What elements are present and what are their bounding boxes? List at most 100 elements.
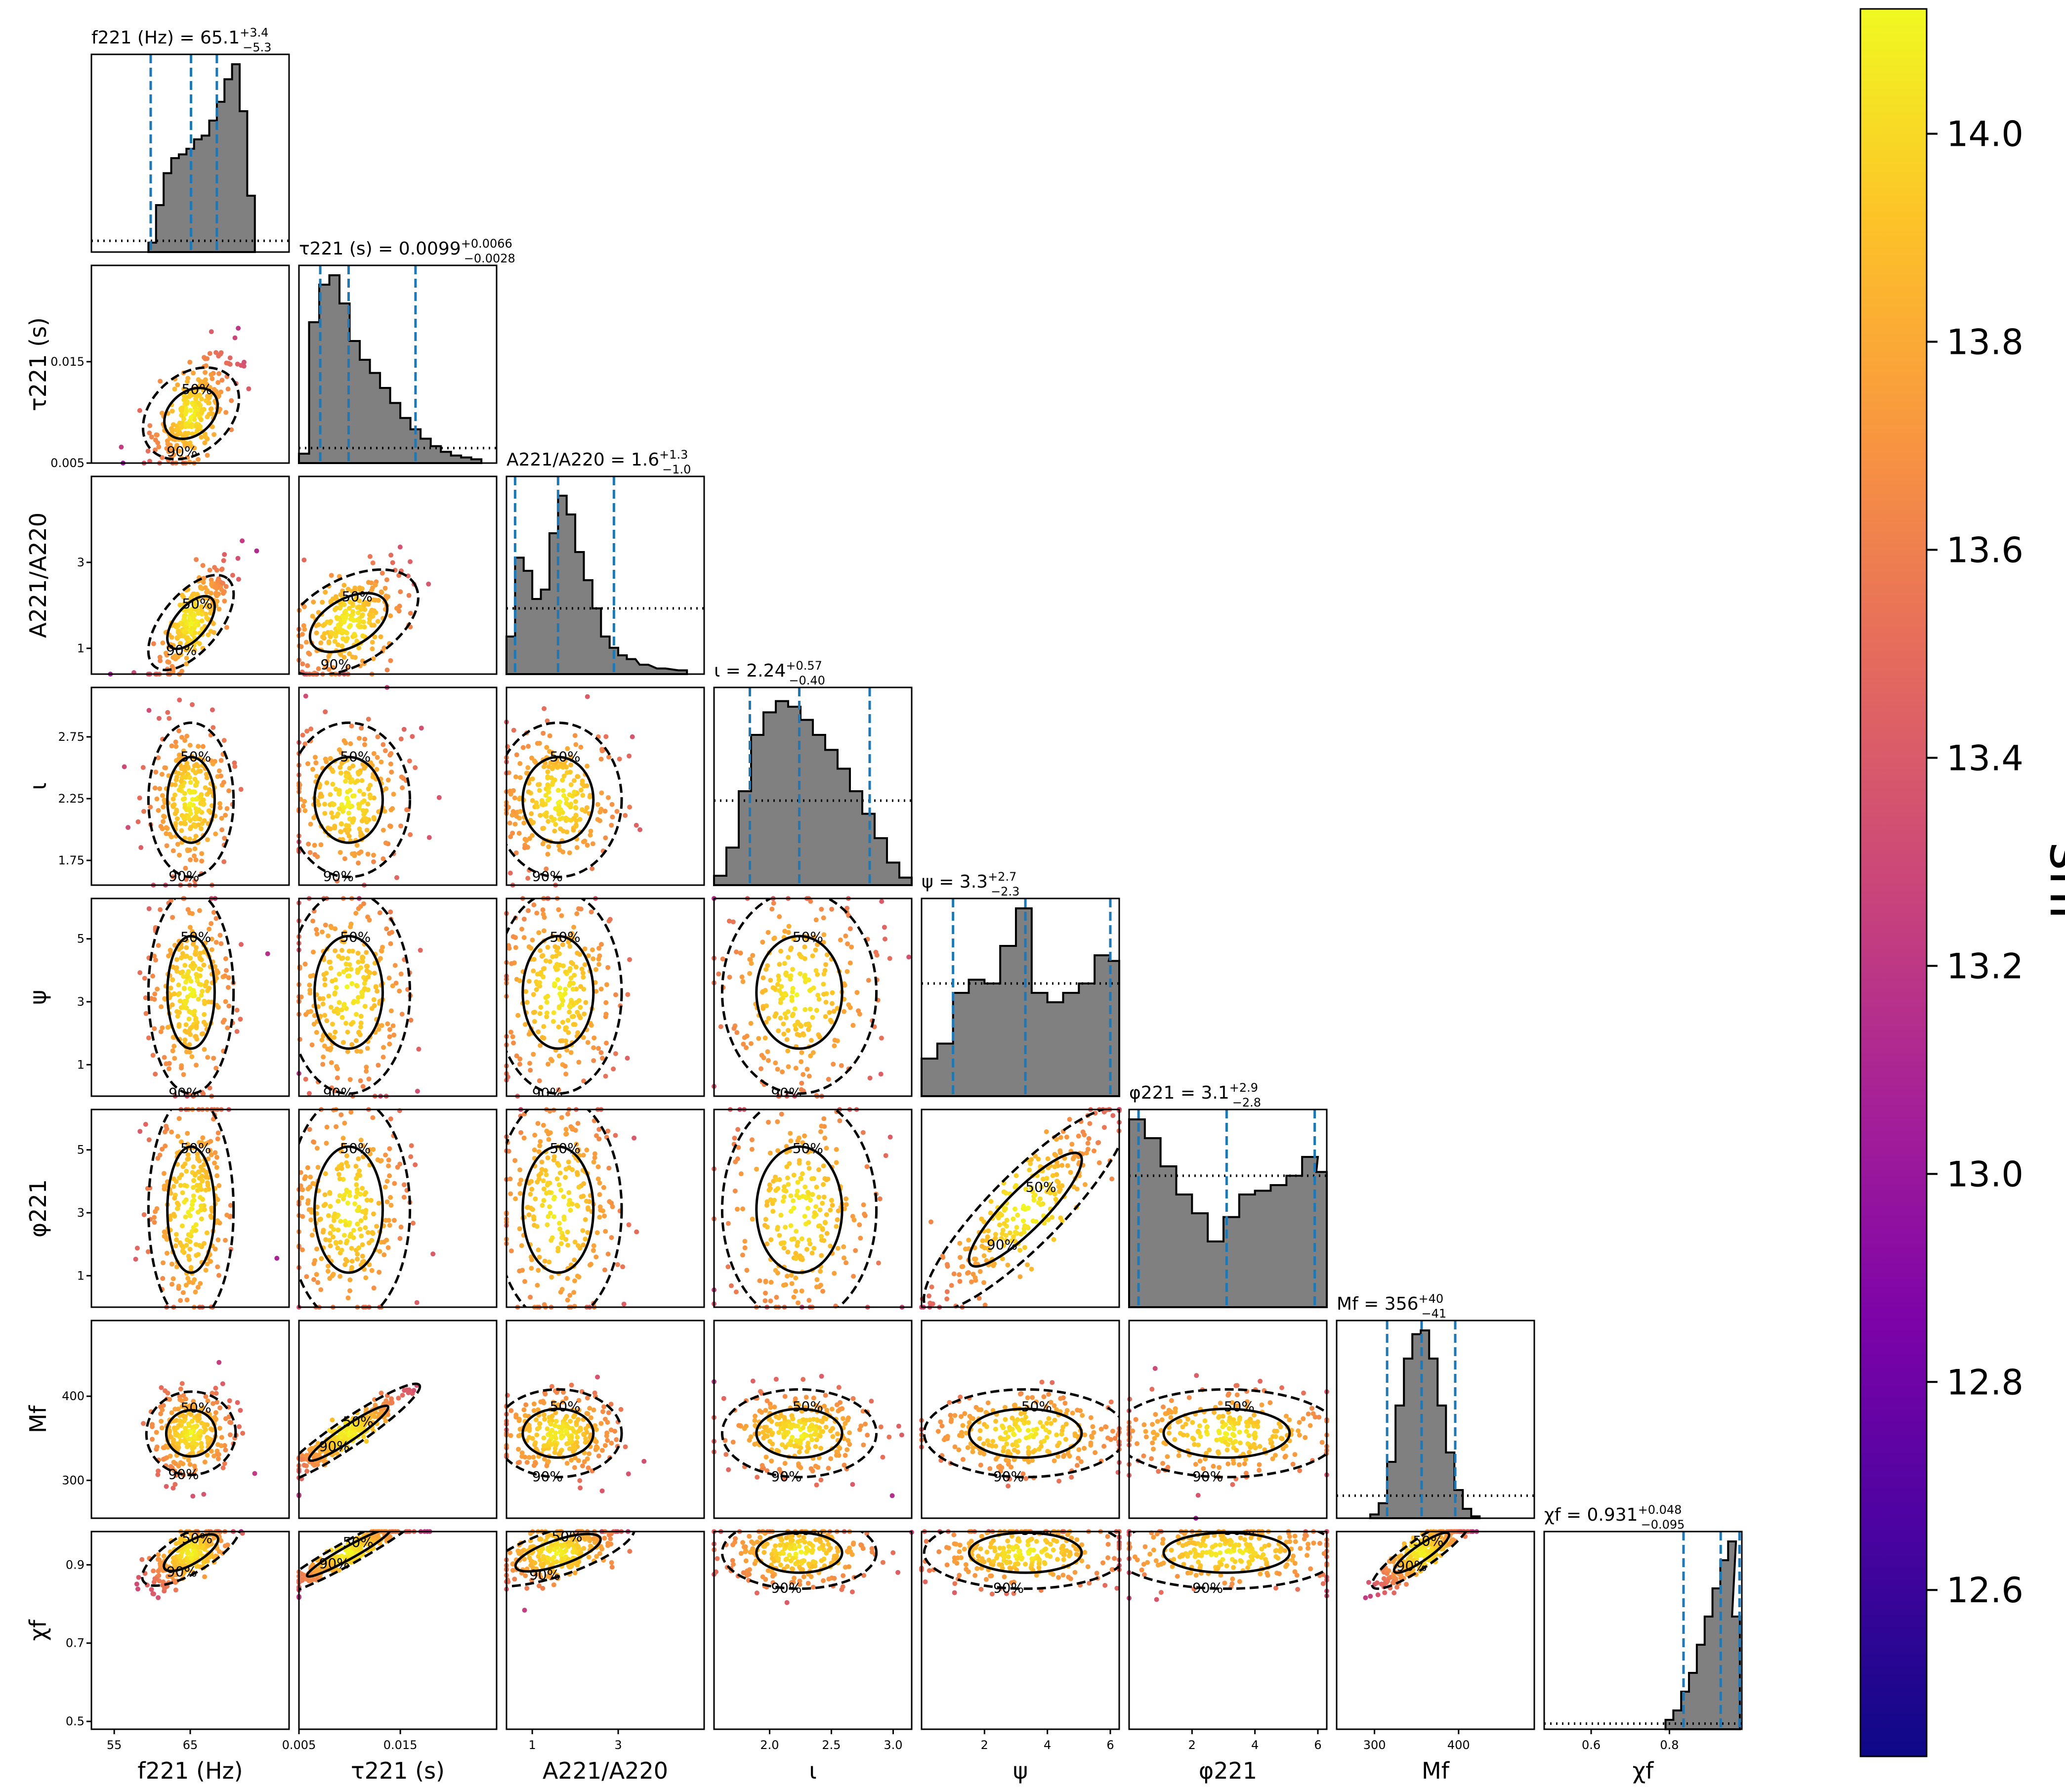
scatter-point bbox=[549, 1275, 554, 1280]
scatter-point bbox=[546, 844, 551, 850]
scatter-point bbox=[326, 993, 332, 999]
scatter-point bbox=[864, 1164, 870, 1169]
scatter-point bbox=[338, 592, 343, 597]
scatter-point bbox=[563, 1127, 569, 1132]
scatter-point bbox=[849, 944, 854, 950]
scatter-point bbox=[716, 971, 721, 977]
contour-label-50: 50% bbox=[180, 929, 211, 945]
scatter-point bbox=[185, 974, 190, 979]
scatter-point bbox=[591, 1035, 597, 1041]
scatter-point bbox=[176, 728, 181, 733]
scatter-point bbox=[603, 1229, 608, 1234]
scatter-point bbox=[326, 933, 331, 939]
scatter-point bbox=[781, 1021, 786, 1026]
scatter-point bbox=[343, 608, 348, 614]
scatter-point bbox=[597, 1215, 602, 1220]
scatter-point bbox=[326, 1213, 331, 1218]
scatter-point bbox=[589, 909, 594, 915]
scatter-point bbox=[307, 651, 312, 657]
scatter-point bbox=[213, 1416, 218, 1422]
scatter-point bbox=[740, 1206, 746, 1212]
scatter-point bbox=[509, 812, 515, 818]
scatter-point bbox=[358, 1021, 364, 1025]
scatter-point bbox=[305, 761, 310, 767]
scatter-point bbox=[383, 840, 388, 846]
scatter-point bbox=[178, 652, 183, 657]
scatter-point bbox=[163, 650, 169, 656]
scatter-point bbox=[203, 434, 208, 439]
scatter-point bbox=[187, 801, 193, 807]
scatter-point bbox=[239, 942, 244, 947]
scatter-point bbox=[359, 613, 365, 619]
scatter-point bbox=[567, 966, 573, 971]
scatter-point bbox=[791, 1236, 797, 1241]
scatter-point bbox=[168, 985, 173, 991]
scatter-point bbox=[213, 939, 219, 945]
histogram-f221 bbox=[147, 63, 256, 253]
scatter-point bbox=[347, 651, 352, 656]
scatter-point bbox=[137, 970, 143, 976]
scatter-point bbox=[527, 1426, 532, 1431]
panel-A221/A220-A221/A220: A221/A220 = 1.6+1.3−1.0 bbox=[506, 448, 705, 675]
scatter-point bbox=[234, 1029, 240, 1034]
scatter-point bbox=[221, 780, 226, 785]
scatter-point bbox=[507, 1176, 513, 1182]
scatter-point bbox=[325, 1046, 331, 1052]
scatter-point bbox=[802, 1007, 808, 1012]
scatter-point bbox=[843, 1260, 849, 1266]
scatter-point bbox=[331, 802, 336, 808]
scatter-point bbox=[414, 1300, 420, 1305]
scatter-point bbox=[246, 386, 252, 391]
scatter-point bbox=[585, 1230, 590, 1235]
scatter-point bbox=[565, 1111, 571, 1117]
scatter-point bbox=[821, 1163, 826, 1169]
scatter-point bbox=[199, 618, 205, 624]
scatter-f221-phi221 bbox=[133, 1107, 280, 1310]
scatter-point bbox=[202, 818, 207, 823]
scatter-point bbox=[572, 1239, 578, 1245]
scatter-point bbox=[602, 1443, 608, 1448]
scatter-point bbox=[786, 955, 791, 960]
scatter-point bbox=[560, 998, 566, 1003]
scatter-point bbox=[770, 985, 776, 990]
scatter-point bbox=[530, 938, 535, 943]
scatter-point bbox=[308, 1174, 313, 1180]
scatter-point bbox=[779, 1241, 784, 1246]
scatter-point bbox=[345, 1163, 350, 1169]
scatter-point bbox=[820, 1200, 825, 1206]
scatter-point bbox=[520, 1268, 525, 1273]
scatter-point bbox=[323, 1171, 328, 1176]
scatter-point bbox=[906, 954, 912, 960]
scatter-point bbox=[781, 1031, 787, 1037]
scatter-point bbox=[137, 408, 142, 413]
scatter-point bbox=[369, 1268, 375, 1273]
scatter-point bbox=[765, 1049, 770, 1054]
scatter-point bbox=[329, 811, 334, 815]
scatter-point bbox=[835, 1431, 840, 1437]
scatter-point bbox=[819, 1123, 824, 1129]
scatter-point bbox=[201, 797, 206, 803]
scatter-point bbox=[390, 560, 395, 565]
y-tick-label: 2.25 bbox=[58, 792, 84, 806]
scatter-point bbox=[816, 1167, 821, 1172]
scatter-point bbox=[514, 1053, 519, 1059]
title-lower-error: −2.3 bbox=[991, 885, 1019, 898]
contour-50 bbox=[166, 595, 216, 650]
scatter-point bbox=[536, 1029, 541, 1034]
scatter-point bbox=[778, 1016, 783, 1021]
scatter-point bbox=[381, 645, 387, 651]
scatter-point bbox=[355, 778, 360, 783]
scatter-point bbox=[345, 956, 350, 961]
scatter-point bbox=[336, 1198, 341, 1204]
scatter-point bbox=[603, 1416, 608, 1422]
scatter-point bbox=[793, 1066, 799, 1071]
scatter-point bbox=[416, 1046, 421, 1052]
scatter-point bbox=[175, 842, 180, 847]
scatter-point bbox=[566, 1190, 572, 1195]
scatter-point bbox=[155, 986, 160, 992]
scatter-point bbox=[375, 619, 380, 624]
scatter-point bbox=[1059, 1183, 1065, 1189]
scatter-point bbox=[595, 1445, 600, 1451]
scatter-point bbox=[330, 979, 335, 984]
scatter-point bbox=[578, 906, 584, 912]
